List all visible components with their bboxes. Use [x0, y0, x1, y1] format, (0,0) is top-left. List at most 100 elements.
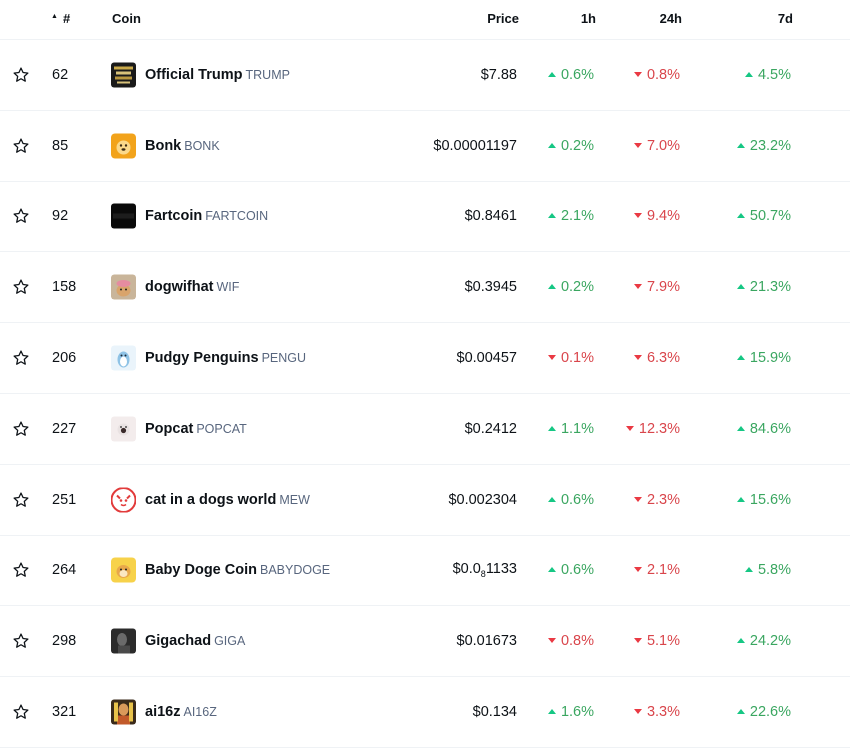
header-coin[interactable]: Coin: [112, 11, 141, 26]
change-24h: 7.0%: [633, 138, 680, 154]
change-1h: 0.2%: [547, 279, 594, 295]
change-24h-value: 3.3%: [646, 704, 680, 721]
table-row[interactable]: 206 Pudgy Penguins PENGU $0.00457 0.1% 6.…: [0, 323, 850, 394]
star-icon[interactable]: [12, 561, 30, 579]
change-24h-value: 2.1%: [646, 562, 680, 579]
rank-number: 62: [52, 66, 69, 83]
star-icon[interactable]: [12, 278, 30, 296]
change-1h-value: 1.6%: [560, 704, 594, 721]
header-rank[interactable]: #: [63, 11, 71, 26]
coin-name: dogwifhat: [145, 279, 214, 296]
change-24h: 2.1%: [633, 562, 680, 579]
table-row[interactable]: 85 Bonk BONK $0.00001197 0.2% 7.0% 23.2%: [0, 111, 850, 182]
coin-name-link[interactable]: dogwifhat WIF: [145, 279, 239, 295]
caret-up-icon: [744, 71, 753, 77]
coin-name-link[interactable]: Pudgy Penguins PENGU: [145, 350, 306, 366]
price-value: $0.134: [472, 704, 517, 721]
header-price[interactable]: Price: [487, 11, 519, 26]
price-value: $0.8461: [464, 208, 517, 225]
star-icon[interactable]: [12, 207, 30, 225]
table-header: ▲ # Coin Price 1h 24h 7d: [0, 0, 850, 40]
star-icon[interactable]: [12, 349, 30, 367]
star-icon[interactable]: [12, 137, 30, 155]
change-24h-value: 5.1%: [646, 633, 680, 650]
change-24h-value: 0.8%: [646, 66, 680, 83]
coin-symbol: FARTCOIN: [205, 209, 269, 224]
popcat-logo-icon: [111, 416, 136, 442]
change-1h: 0.6%: [547, 492, 594, 508]
coin-name-link[interactable]: Popcat POPCAT: [145, 421, 247, 437]
coin-name: Popcat: [145, 420, 194, 437]
change-24h-value: 2.3%: [646, 491, 680, 508]
price-value: $0.2412: [464, 420, 517, 437]
rank-number: 298: [52, 633, 77, 650]
caret-down-icon: [633, 284, 642, 290]
coin-name-link[interactable]: ai16z AI16Z: [145, 704, 217, 720]
rank-number: 158: [52, 279, 77, 296]
star-icon[interactable]: [12, 420, 30, 438]
price-value: $0.01673: [456, 633, 517, 650]
change-1h-value: 0.6%: [560, 66, 594, 83]
star-icon[interactable]: [12, 703, 30, 721]
coin-name-link[interactable]: Baby Doge Coin BABYDOGE: [145, 562, 330, 578]
ai16z-logo-icon: [111, 699, 136, 725]
caret-up-icon: [547, 496, 556, 502]
table-row[interactable]: 158 dogwifhat WIF $0.3945 0.2% 7.9% 21.3%: [0, 252, 850, 324]
change-7d: 50.7%: [736, 208, 791, 225]
wif-logo-icon: [111, 274, 136, 300]
caret-up-icon: [736, 284, 745, 290]
caret-up-icon: [547, 213, 556, 219]
pengu-logo-icon: [111, 345, 136, 371]
caret-down-icon: [633, 496, 642, 502]
star-icon[interactable]: [12, 66, 30, 84]
change-1h-value: 0.1%: [560, 350, 594, 367]
change-7d-value: 50.7%: [749, 208, 791, 225]
change-24h-value: 7.9%: [646, 279, 680, 296]
coin-name-link[interactable]: cat in a dogs world MEW: [145, 492, 310, 508]
table-row[interactable]: 62 Official Trump TRUMP $7.88 0.6% 0.8% 4…: [0, 40, 850, 111]
table-row[interactable]: 92 Fartcoin FARTCOIN $0.8461 2.1% 9.4% 50…: [0, 182, 850, 253]
coin-name-link[interactable]: Fartcoin FARTCOIN: [145, 208, 268, 224]
change-7d: 21.3%: [736, 279, 791, 296]
table-row[interactable]: 264 Baby Doge Coin BABYDOGE $0.081133 0.6…: [0, 536, 850, 607]
table-row[interactable]: 298 Gigachad GIGA $0.01673 0.8% 5.1% 24.2…: [0, 606, 850, 678]
coin-name-link[interactable]: Bonk BONK: [145, 138, 220, 154]
header-7d[interactable]: 7d: [777, 11, 793, 26]
change-7d-value: 22.6%: [749, 704, 791, 721]
coin-symbol: GIGA: [214, 634, 246, 649]
change-1h-value: 0.8%: [560, 633, 594, 650]
coin-name-link[interactable]: Official Trump TRUMP: [145, 67, 290, 83]
table-body: 62 Official Trump TRUMP $7.88 0.6% 0.8% 4…: [0, 40, 850, 748]
change-7d-value: 24.2%: [749, 633, 791, 650]
header-24h[interactable]: 24h: [659, 11, 682, 26]
coin-name: Official Trump: [145, 66, 243, 83]
change-24h: 3.3%: [633, 704, 680, 721]
caret-up-icon: [736, 425, 745, 431]
change-24h: 7.9%: [633, 279, 680, 296]
coin-name: cat in a dogs world: [145, 491, 277, 508]
caret-up-icon: [547, 142, 556, 148]
coin-symbol: BONK: [184, 138, 220, 153]
table-row[interactable]: 227 Popcat POPCAT $0.2412 1.1% 12.3% 84.6…: [0, 394, 850, 465]
change-7d: 22.6%: [736, 704, 791, 721]
caret-down-icon: [625, 425, 634, 431]
rank-number: 85: [52, 137, 69, 154]
change-1h: 2.1%: [547, 208, 594, 224]
change-7d: 5.8%: [744, 562, 791, 578]
star-icon[interactable]: [12, 491, 30, 509]
coin-symbol: WIF: [216, 280, 240, 295]
sort-ascending-icon[interactable]: ▲: [51, 13, 58, 20]
mew-logo-icon: [111, 487, 136, 513]
table-row[interactable]: 321 ai16z AI16Z $0.134 1.6% 3.3% 22.6%: [0, 677, 850, 748]
table-row[interactable]: 251 cat in a dogs world MEW $0.002304 0.6…: [0, 465, 850, 536]
header-1h[interactable]: 1h: [580, 11, 596, 26]
change-1h: 0.2%: [547, 138, 594, 154]
coin-name-link[interactable]: Gigachad GIGA: [145, 633, 245, 649]
coin-symbol: BABYDOGE: [259, 563, 331, 578]
caret-up-icon: [736, 142, 745, 148]
star-icon[interactable]: [12, 632, 30, 650]
change-7d-value: 21.3%: [749, 279, 791, 296]
change-24h-value: 9.4%: [646, 208, 680, 225]
price-value: $7.88: [480, 66, 517, 83]
